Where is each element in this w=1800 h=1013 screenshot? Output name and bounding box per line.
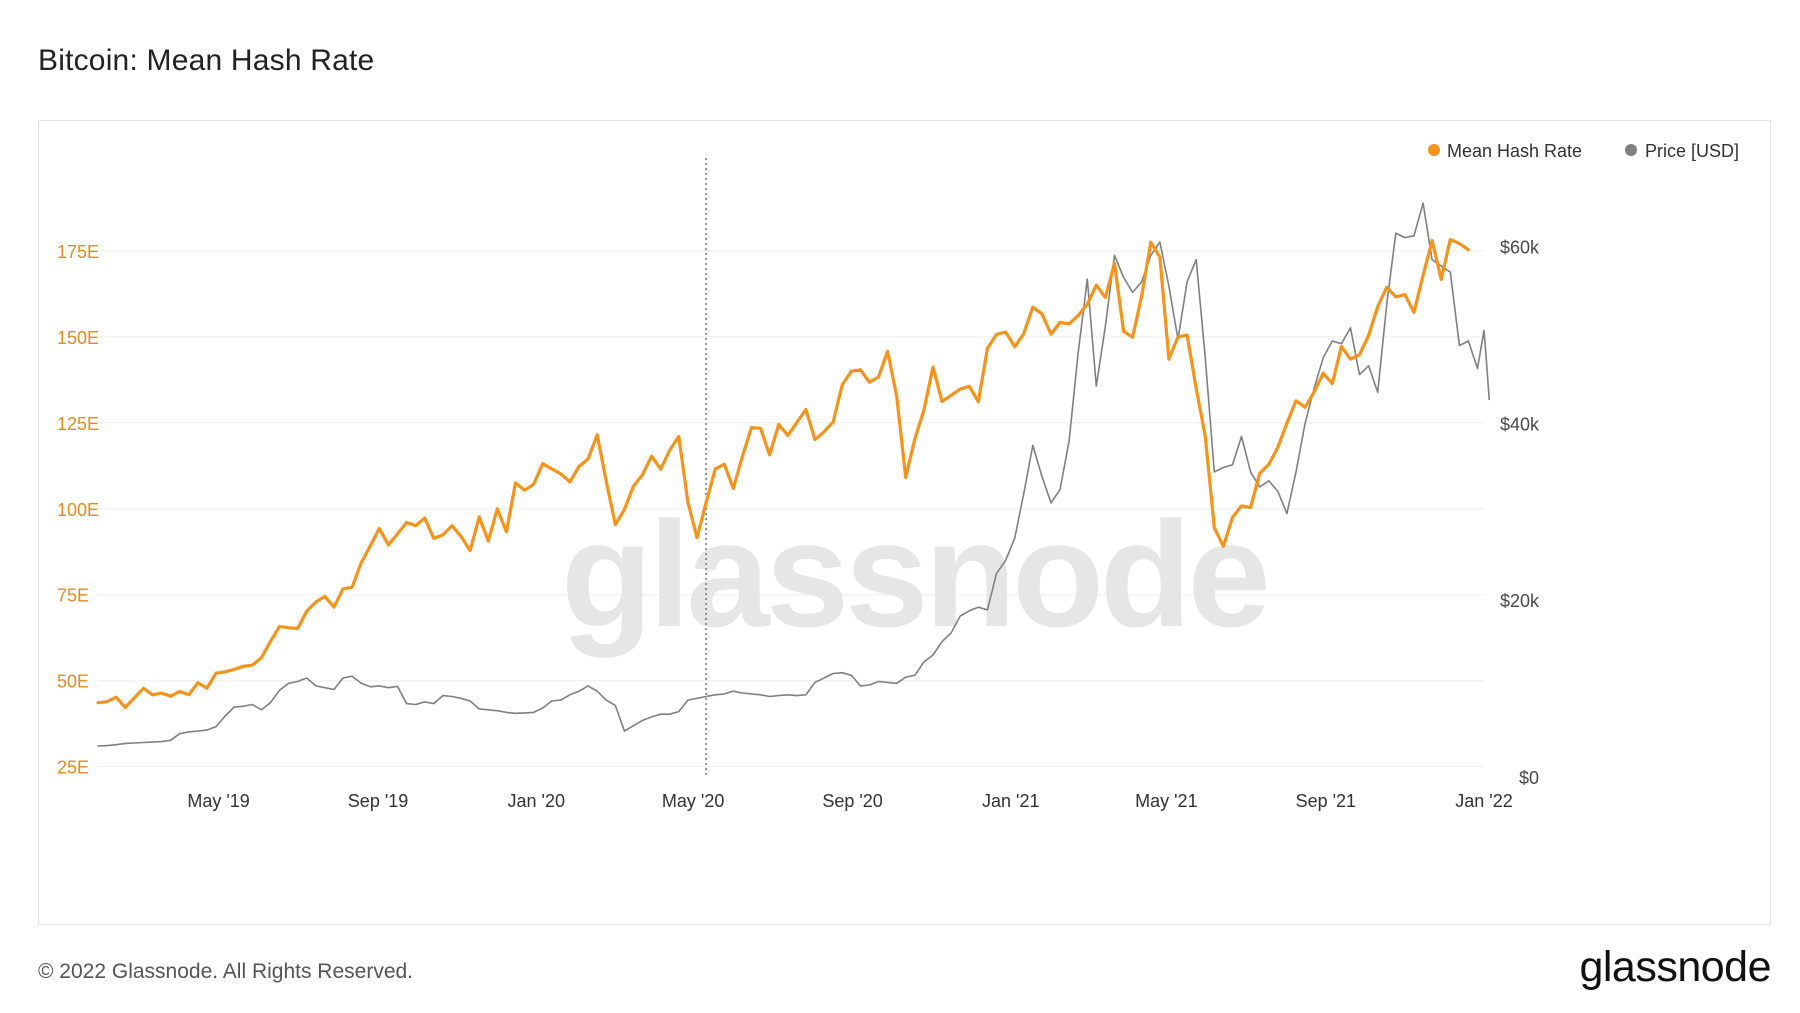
- series-line-price[interactable]: [97, 202, 1490, 747]
- x-tick-label: May '20: [662, 791, 724, 811]
- legend-marker-price: [1625, 144, 1637, 156]
- legend-label-price: Price [USD]: [1645, 141, 1739, 161]
- page-title: Bitcoin: Mean Hash Rate: [38, 44, 375, 77]
- copyright-text: © 2022 Glassnode. All Rights Reserved.: [38, 960, 414, 983]
- series-layer: [96, 202, 1490, 747]
- y-right-tick-label: $40k: [1500, 414, 1540, 434]
- x-tick-label: Jan '22: [1455, 791, 1512, 811]
- x-tick-label: Jan '20: [507, 791, 564, 811]
- legend-item-mean-hash-rate[interactable]: Mean Hash Rate: [1428, 141, 1582, 161]
- x-tick-label: Sep '20: [822, 791, 883, 811]
- y-left-tick-label: 75E: [57, 586, 89, 606]
- y-right-tick-label: $20k: [1500, 591, 1540, 611]
- legend-marker-hash: [1428, 144, 1440, 156]
- legend: Mean Hash Rate Price [USD]: [1428, 141, 1739, 161]
- grid-lines: [98, 250, 1484, 768]
- y-left-tick-label: 50E: [57, 672, 89, 692]
- left-axis: 25E 50E 75E 100E 125E 150E 175E: [57, 242, 99, 778]
- y-left-tick-label: 100E: [57, 500, 99, 520]
- watermark: glassnode: [561, 490, 1267, 658]
- series-line-mean-hash-rate[interactable]: [96, 237, 1471, 710]
- right-axis: $0 $20k $40k $60k: [1500, 237, 1540, 788]
- y-left-tick-label: 175E: [57, 242, 99, 262]
- chart-svg: glassnode 25E 50E 75E 100E 125E 150E 175E $0 $2…: [57, 141, 1739, 811]
- y-left-tick-label: 125E: [57, 414, 99, 434]
- y-right-tick-label: $60k: [1500, 237, 1540, 257]
- chart-frame: glassnode 25E 50E 75E 100E 125E 150E 175E $0 $2…: [38, 120, 1771, 925]
- x-tick-label: Jan '21: [982, 791, 1039, 811]
- x-tick-label: May '21: [1135, 791, 1197, 811]
- brand-logo[interactable]: glassnode: [1579, 943, 1771, 991]
- x-tick-label: Sep '19: [348, 791, 409, 811]
- legend-item-price[interactable]: Price [USD]: [1625, 141, 1739, 161]
- y-left-tick-label: 25E: [57, 758, 89, 778]
- x-tick-label: Sep '21: [1296, 791, 1357, 811]
- x-axis: May '19 Sep '19 Jan '20 May '20 Sep '20 Jan '…: [187, 791, 1512, 811]
- legend-label-hash: Mean Hash Rate: [1447, 141, 1582, 161]
- y-left-tick-label: 150E: [57, 328, 99, 348]
- y-right-tick-label: $0: [1519, 768, 1539, 788]
- x-tick-label: May '19: [187, 791, 249, 811]
